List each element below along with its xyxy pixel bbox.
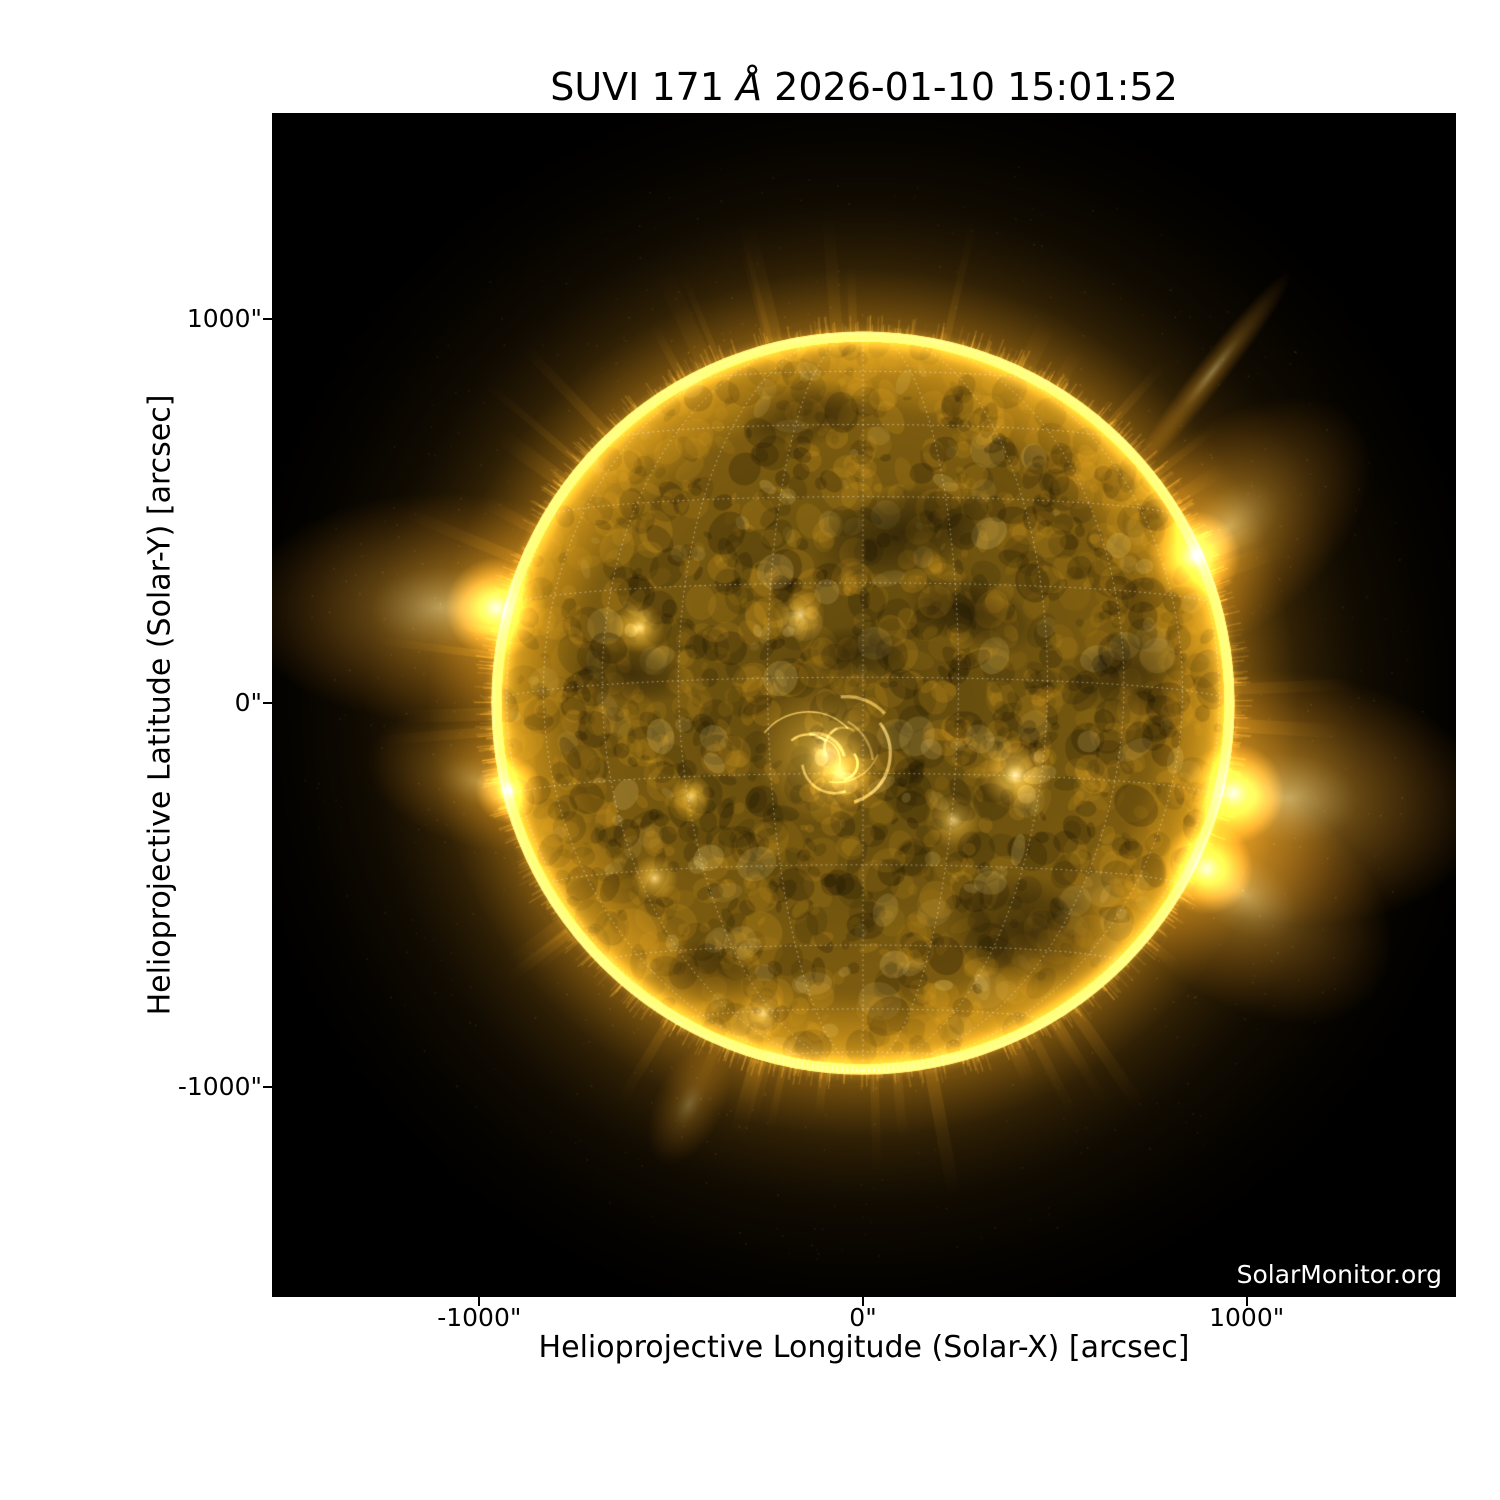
watermark-text: SolarMonitor.org — [1236, 1260, 1442, 1289]
title-angstrom: Å — [736, 65, 763, 109]
x-tick-mark — [1245, 1297, 1248, 1306]
y-tick-mark — [263, 702, 272, 704]
figure-title: SUVI 171 Å 2026-01-10 15:01:52 — [272, 64, 1456, 110]
solar-image-canvas — [272, 113, 1456, 1297]
x-tick-label: -1000" — [437, 1303, 522, 1332]
y-tick-mark — [263, 318, 272, 321]
y-tick-label: 0" — [234, 688, 262, 717]
title-datetime: 2026-01-10 15:01:52 — [762, 65, 1178, 109]
y-tick-mark — [263, 1085, 272, 1088]
y-tick-label: -1000" — [177, 1071, 262, 1101]
x-axis-label: Helioprojective Longitude (Solar-X) [arc… — [538, 1330, 1190, 1365]
plot-area: SolarMonitor.org — [272, 113, 1456, 1297]
x-tick-mark — [862, 1297, 864, 1306]
x-tick-mark — [478, 1297, 481, 1306]
x-tick-label: 0" — [849, 1303, 877, 1332]
y-tick-label: 1000" — [186, 304, 262, 334]
x-tick-label: 1000" — [1209, 1303, 1285, 1332]
title-instrument: SUVI 171 — [550, 65, 737, 109]
